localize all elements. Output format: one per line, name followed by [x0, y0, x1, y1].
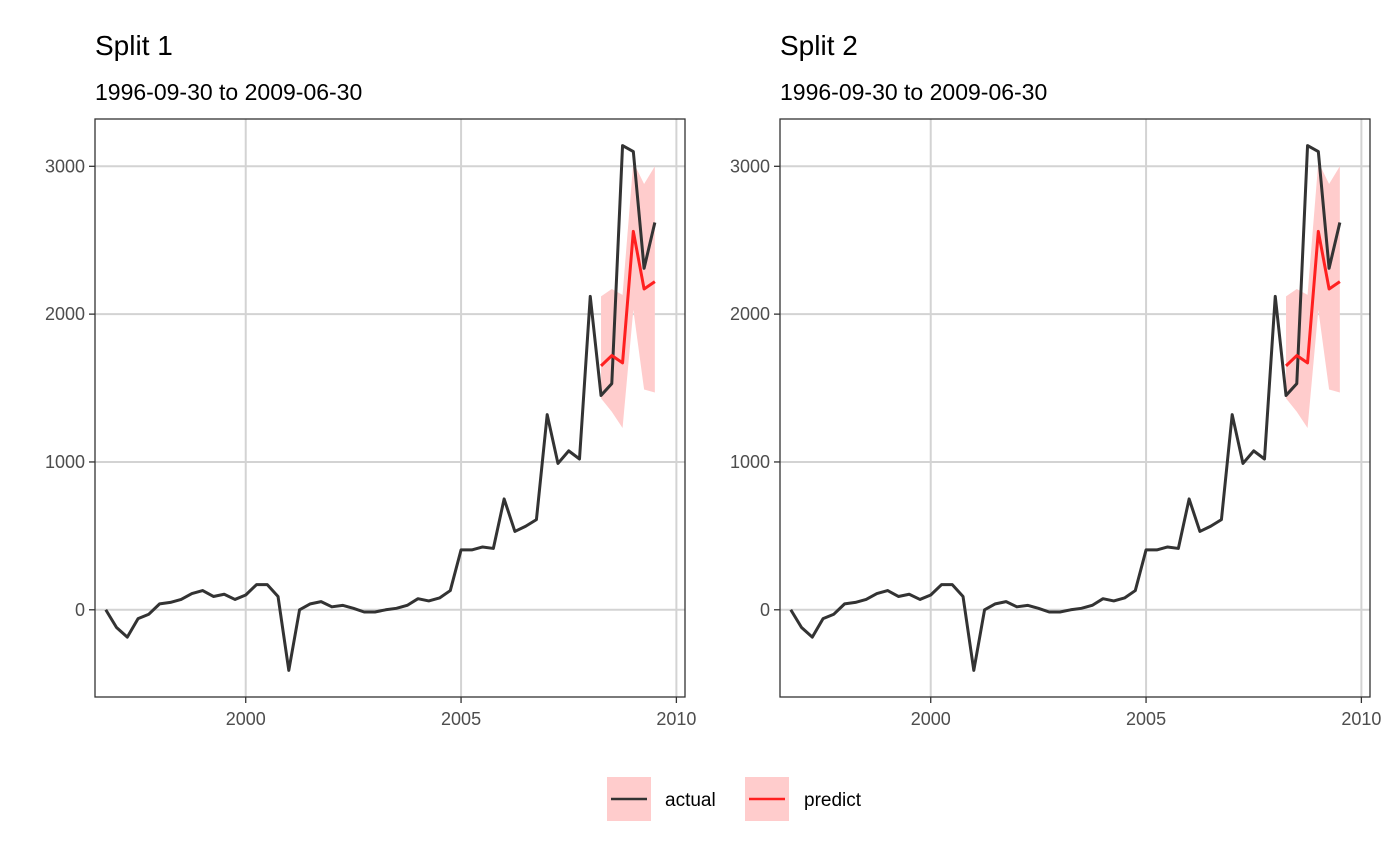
- y-tick-label: 2000: [730, 304, 770, 324]
- legend-label-predict: predict: [804, 790, 862, 811]
- y-tick-label: 0: [75, 600, 85, 620]
- panel-split-1: Split 1 1996-09-30 to 2009-06-30 0 1000 20…: [45, 30, 696, 729]
- x-tick-label: 2005: [1126, 709, 1166, 729]
- panel-title: Split 1: [95, 30, 173, 61]
- y-tick-label: 2000: [45, 304, 85, 324]
- y-tick-label: 1000: [730, 452, 770, 472]
- y-tick-label: 1000: [45, 452, 85, 472]
- panel-split-2: Split 2 1996-09-30 to 2009-06-30 0 1000 20…: [730, 30, 1381, 729]
- x-tick-label: 2010: [656, 709, 696, 729]
- x-tick-label: 2000: [226, 709, 266, 729]
- series-line-predict: [1284, 229, 1341, 367]
- series-line-actual: [104, 144, 657, 672]
- legend: actual predict: [607, 777, 862, 821]
- y-tick-label: 0: [760, 600, 770, 620]
- x-tick-label: 2005: [441, 709, 481, 729]
- series-line-predict: [599, 229, 656, 367]
- x-tick-label: 2000: [911, 709, 951, 729]
- legend-label-actual: actual: [665, 790, 716, 811]
- panel-subtitle: 1996-09-30 to 2009-06-30: [95, 79, 362, 105]
- series-line-actual: [789, 144, 1342, 672]
- panel-subtitle: 1996-09-30 to 2009-06-30: [780, 79, 1047, 105]
- x-tick-label: 2010: [1341, 709, 1381, 729]
- panel-title: Split 2: [780, 30, 858, 61]
- y-tick-label: 3000: [730, 156, 770, 176]
- panel-border: [779, 118, 1371, 698]
- panel-border: [94, 118, 686, 698]
- y-tick-label: 3000: [45, 156, 85, 176]
